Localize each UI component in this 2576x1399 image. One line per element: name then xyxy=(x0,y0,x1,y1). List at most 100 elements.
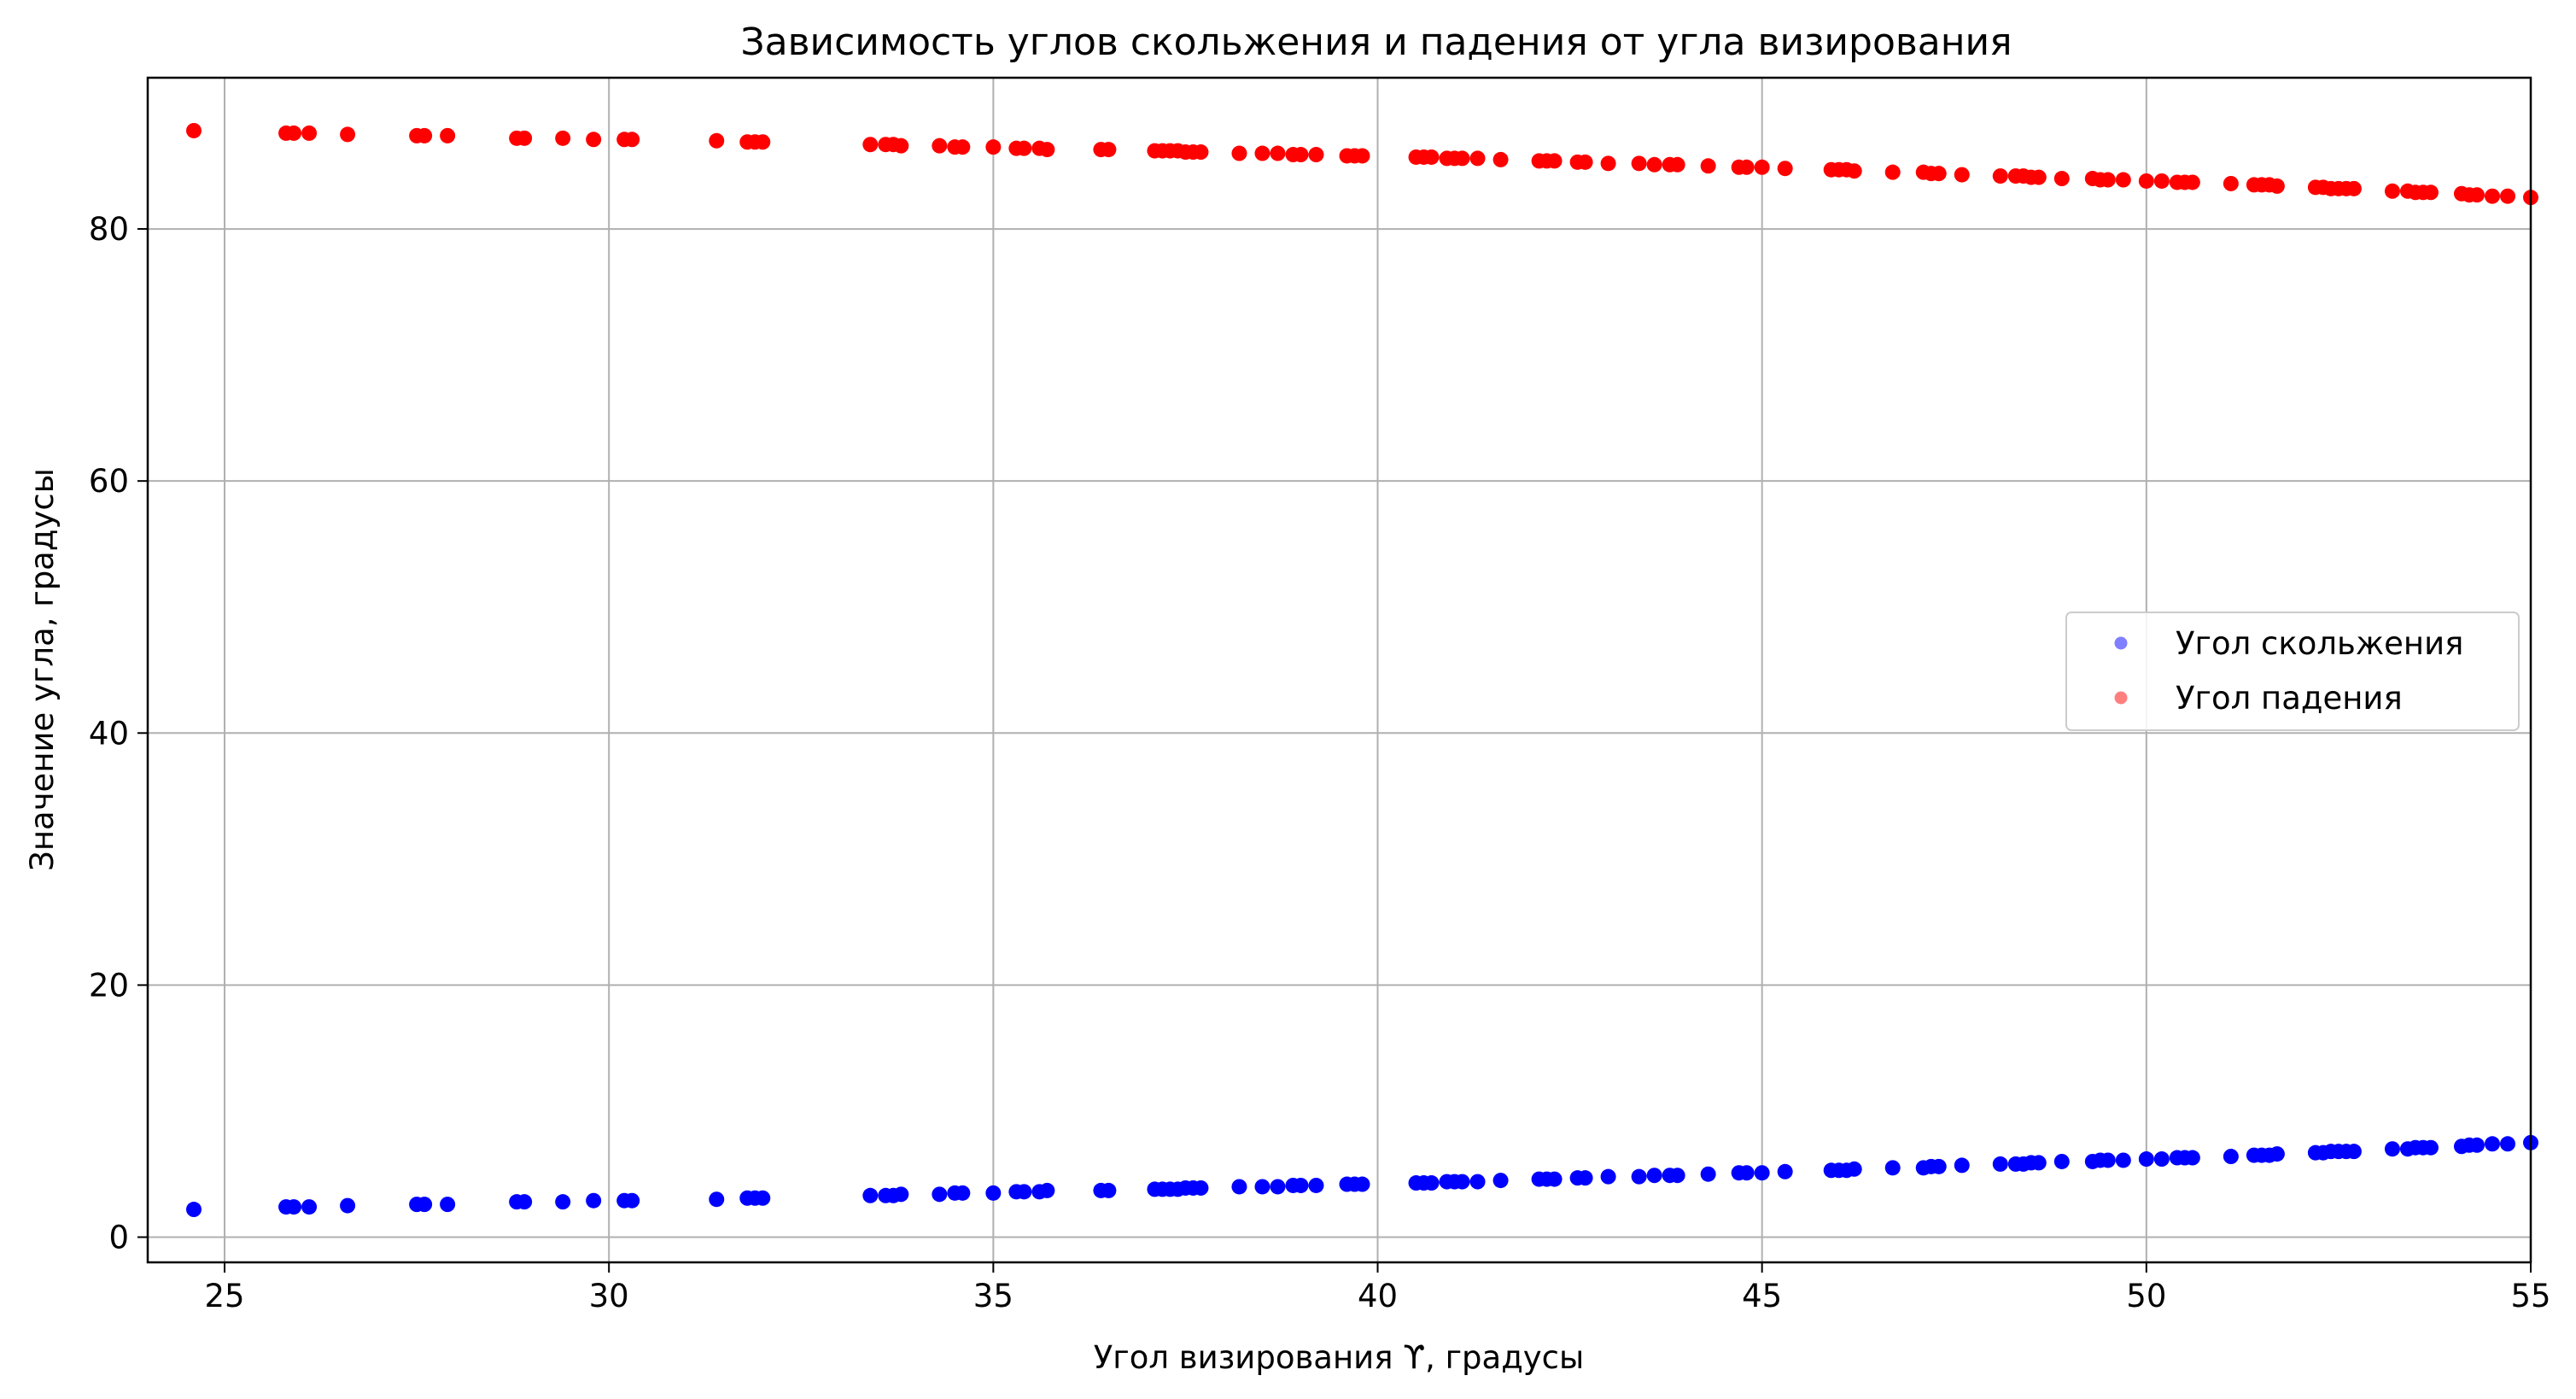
data-point xyxy=(932,1186,948,1203)
data-point xyxy=(1954,1157,1970,1174)
data-point xyxy=(1700,1166,1716,1182)
data-point xyxy=(2115,1152,2131,1168)
data-point xyxy=(517,1194,533,1210)
data-point xyxy=(186,122,202,138)
data-point xyxy=(1469,1174,1486,1190)
data-point xyxy=(2030,169,2047,185)
data-point xyxy=(1270,1179,1286,1195)
y-tick-label: 0 xyxy=(108,1219,129,1256)
data-point xyxy=(2138,173,2154,189)
data-point xyxy=(1546,153,1563,169)
data-point xyxy=(1293,1177,1309,1193)
grid xyxy=(148,78,2532,1262)
data-point xyxy=(301,1199,318,1215)
data-point xyxy=(586,132,602,148)
data-point xyxy=(1931,166,1947,182)
data-point xyxy=(1193,144,1209,161)
data-point xyxy=(862,1187,879,1203)
data-point xyxy=(2468,187,2485,203)
data-point xyxy=(286,1199,302,1215)
data-point xyxy=(440,127,456,143)
x-tick-label: 35 xyxy=(973,1278,1013,1314)
data-point xyxy=(1492,1173,1509,1189)
data-point xyxy=(1016,140,1032,156)
data-point xyxy=(2499,1136,2515,1152)
data-point xyxy=(417,1197,433,1213)
data-point xyxy=(624,1192,640,1209)
data-point xyxy=(1254,1179,1270,1195)
data-point xyxy=(1884,164,1901,180)
data-point xyxy=(1931,1158,1947,1174)
data-point xyxy=(1039,1182,1055,1198)
data-point xyxy=(862,137,879,153)
data-point xyxy=(1308,1177,1324,1193)
data-point xyxy=(1270,145,1286,161)
data-point xyxy=(2384,1141,2400,1157)
data-point xyxy=(955,139,971,155)
data-point xyxy=(186,1202,202,1218)
data-point xyxy=(1193,1179,1209,1196)
data-point xyxy=(1469,150,1486,167)
data-point xyxy=(2484,188,2500,204)
data-point xyxy=(1423,1175,1440,1191)
data-point xyxy=(2153,1151,2170,1168)
x-tick-label: 50 xyxy=(2126,1278,2166,1314)
data-point xyxy=(301,125,318,141)
data-point xyxy=(1308,147,1324,163)
legend-marker-incidence xyxy=(2114,691,2128,705)
data-point xyxy=(2100,1152,2116,1168)
data-point xyxy=(1954,167,1970,183)
data-point xyxy=(417,127,433,143)
x-tick-label: 45 xyxy=(1742,1278,1782,1314)
data-point xyxy=(1754,159,1770,175)
series-0 xyxy=(186,1134,2538,1218)
legend-marker-sliding xyxy=(2114,636,2128,650)
x-tick-label: 55 xyxy=(2510,1278,2550,1314)
data-point xyxy=(1992,1156,2008,1172)
data-point xyxy=(1669,1168,1685,1184)
data-point xyxy=(709,132,725,149)
data-point xyxy=(1231,145,1247,161)
data-point xyxy=(517,130,533,146)
data-point xyxy=(1293,147,1309,163)
data-point xyxy=(755,134,771,150)
chart-title: Зависимость углов скольжения и падения о… xyxy=(740,20,2012,64)
data-point xyxy=(2422,1139,2439,1156)
data-point xyxy=(2422,184,2439,201)
legend-label-sliding: Угол скольжения xyxy=(2176,625,2463,662)
y-axis-label: Значение угла, градусы xyxy=(24,468,61,871)
data-point xyxy=(586,1192,602,1209)
data-point xyxy=(1700,158,1716,174)
data-point xyxy=(2345,1144,2362,1160)
data-point xyxy=(1738,1165,1755,1181)
data-point xyxy=(340,1197,356,1214)
legend-box xyxy=(2065,612,2520,731)
data-point xyxy=(1354,1176,1370,1192)
data-point xyxy=(1577,154,1593,170)
data-point xyxy=(1738,159,1755,175)
data-point xyxy=(893,1186,909,1203)
data-point xyxy=(1777,161,1793,177)
data-point xyxy=(955,1185,971,1201)
y-tick-label: 20 xyxy=(89,967,129,1004)
data-point xyxy=(1631,155,1647,172)
data-point xyxy=(932,138,948,154)
data-point xyxy=(1777,1163,1793,1179)
data-point xyxy=(1754,1165,1770,1181)
data-point xyxy=(1546,1171,1563,1187)
data-point xyxy=(1631,1168,1647,1185)
data-point xyxy=(1992,168,2008,184)
data-point xyxy=(2053,1153,2070,1169)
data-point xyxy=(1577,1170,1593,1186)
plot-frame xyxy=(146,76,2532,1264)
x-tick-label: 40 xyxy=(1358,1278,1398,1314)
y-tick-label: 80 xyxy=(89,211,129,248)
data-point xyxy=(340,126,356,143)
data-point xyxy=(1423,149,1440,165)
y-tick-label: 40 xyxy=(89,715,129,752)
data-point xyxy=(1454,150,1470,167)
data-point xyxy=(2499,188,2515,204)
data-point xyxy=(440,1197,456,1213)
data-point xyxy=(555,130,571,146)
